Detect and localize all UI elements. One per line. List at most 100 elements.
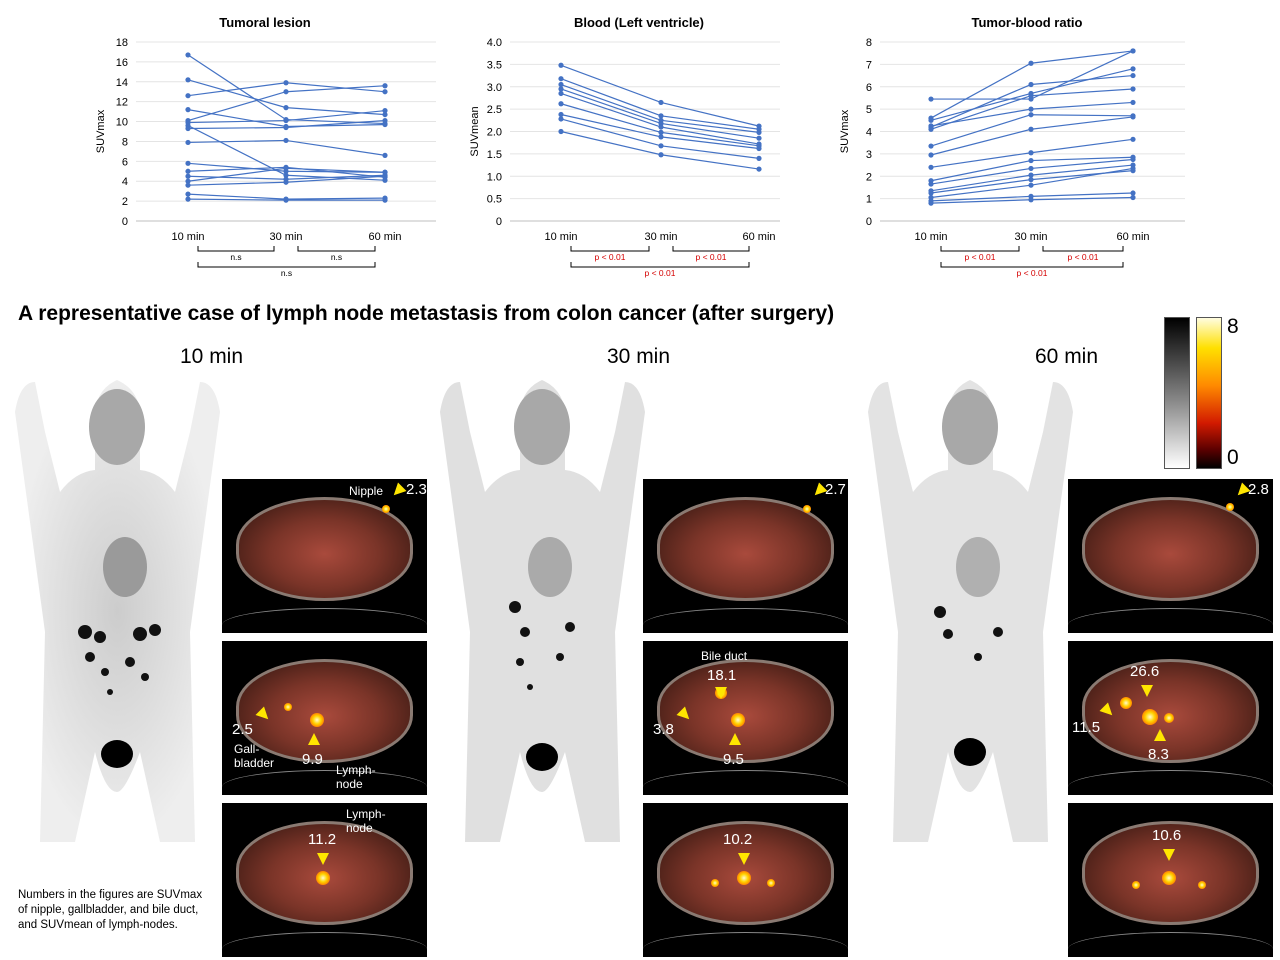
- y-tick-label: 2: [122, 196, 128, 208]
- figure-note: Numbers in the figures are SUVmax of nip…: [18, 889, 203, 931]
- data-point: [382, 173, 388, 179]
- arrow-icon: [389, 482, 407, 500]
- data-point: [382, 197, 388, 203]
- lymph-node-value: 8.3: [1148, 746, 1169, 763]
- y-tick-label: 7: [866, 59, 872, 71]
- y-tick-label: 12: [116, 97, 128, 109]
- data-point: [283, 80, 289, 86]
- x-tick-label: 30 min: [644, 231, 677, 243]
- y-tick-label: 3: [866, 149, 872, 161]
- data-point: [382, 152, 388, 158]
- data-point: [283, 137, 289, 144]
- ct-lower-abdomen-60min: 10.6: [1068, 803, 1273, 957]
- data-point: [558, 116, 564, 122]
- data-point: [558, 86, 564, 92]
- data-point: [928, 164, 934, 170]
- arrow-icon: [1141, 685, 1153, 697]
- data-point: [928, 123, 934, 129]
- y-tick-label: 6: [866, 82, 872, 94]
- data-point: [382, 108, 388, 114]
- nipple-value: 2.3: [406, 481, 427, 498]
- y-tick-label: 0: [122, 216, 128, 228]
- data-point: [185, 196, 191, 202]
- data-point: [382, 121, 388, 128]
- significance-bracket: [672, 246, 750, 252]
- data-point: [658, 113, 664, 119]
- arrow-icon: [1154, 729, 1166, 741]
- data-point: [658, 124, 664, 130]
- ct-upper-abdomen-10min: 2.5 Gall- bladder 9.9 Lymph- node: [222, 641, 427, 795]
- data-point: [1028, 177, 1034, 183]
- significance-label: p < 0.01: [1068, 252, 1099, 262]
- y-tick-label: 1: [866, 194, 872, 206]
- y-tick-label: 2.0: [487, 127, 502, 139]
- data-point: [382, 111, 388, 118]
- nipple-label: Nipple: [349, 484, 384, 498]
- ct-thorax-10min: Nipple 2.3: [222, 479, 427, 633]
- data-point: [185, 191, 191, 197]
- x-tick-label: 30 min: [1014, 231, 1047, 243]
- pet-mip-10min: [5, 372, 230, 850]
- data-point: [382, 89, 388, 95]
- y-tick-label: 4: [866, 127, 872, 139]
- data-point: [1130, 48, 1136, 54]
- x-tick-label: 60 min: [1116, 231, 1149, 243]
- lymph-node-value: 9.5: [723, 751, 744, 768]
- data-point: [1028, 60, 1034, 66]
- data-point: [658, 99, 664, 106]
- colorbar-max-label: 8: [1227, 315, 1239, 338]
- bile-duct-label: Bile duct: [701, 649, 748, 663]
- y-tick-label: 14: [116, 77, 128, 89]
- y-tick-label: 5: [866, 104, 872, 116]
- data-point: [658, 120, 664, 127]
- y-tick-label: 8: [122, 136, 128, 148]
- arrow-icon: [308, 733, 320, 745]
- significance-label: p < 0.01: [965, 252, 996, 262]
- data-point: [1028, 182, 1034, 188]
- lymph-node-value: 11.2: [308, 831, 337, 848]
- significance-label: p < 0.01: [1017, 268, 1048, 278]
- y-tick-label: 16: [116, 57, 128, 69]
- data-point: [185, 139, 191, 146]
- data-point: [928, 190, 934, 196]
- lymph-node-value: 10.2: [723, 831, 753, 848]
- data-point: [756, 166, 762, 172]
- data-point: [1028, 157, 1034, 164]
- gallbladder-value: 2.5: [232, 721, 253, 738]
- data-point: [185, 182, 191, 188]
- y-tick-label: 4: [122, 176, 128, 188]
- x-tick-label: 60 min: [368, 231, 401, 243]
- significance-bracket: [297, 246, 376, 252]
- x-tick-label: 30 min: [269, 231, 302, 243]
- significance-label: p < 0.01: [645, 268, 676, 278]
- significance-label: p < 0.01: [696, 252, 727, 262]
- arrow-icon: [715, 687, 727, 699]
- data-point: [1028, 150, 1034, 156]
- data-point: [1028, 106, 1034, 112]
- section-title: A representative case of lymph node meta…: [18, 302, 835, 325]
- data-point: [1130, 190, 1136, 196]
- y-tick-label: 2.5: [487, 104, 502, 116]
- significance-bracket: [197, 246, 275, 252]
- data-point: [558, 101, 564, 107]
- x-tick-label: 10 min: [914, 231, 947, 243]
- significance-bracket: [570, 262, 750, 268]
- data-point: [1130, 194, 1136, 201]
- data-point: [1130, 86, 1136, 92]
- timepoint-title-10: 10 min: [180, 345, 244, 368]
- y-tick-label: 10: [116, 117, 128, 129]
- y-axis-label: SUVmean: [469, 106, 481, 156]
- gallbladder-value: 11.5: [1072, 719, 1101, 736]
- gallbladder-label: Gall- bladder: [234, 742, 275, 770]
- data-point: [928, 117, 934, 123]
- colorbar-min-label: 0: [1227, 446, 1239, 469]
- data-point: [1028, 112, 1034, 118]
- data-point: [1130, 136, 1136, 142]
- significance-bracket: [570, 246, 650, 252]
- data-point: [283, 117, 289, 124]
- data-point: [185, 168, 191, 174]
- y-axis-label: SUVmax: [95, 109, 107, 153]
- data-point: [1028, 172, 1034, 178]
- data-point: [928, 96, 934, 102]
- y-tick-label: 1.0: [487, 171, 502, 183]
